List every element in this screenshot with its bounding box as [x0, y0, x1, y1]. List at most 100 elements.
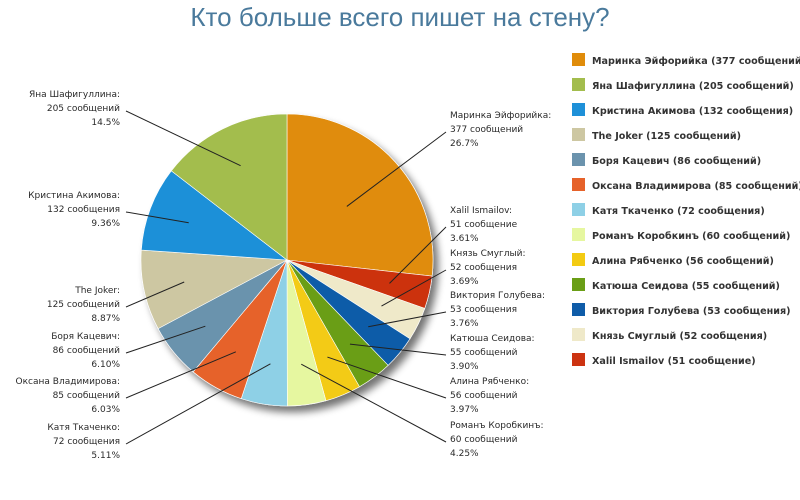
slice-label-percent: 26.7%: [450, 139, 479, 149]
legend-label: Романъ Коробкинъ (60 сообщений): [592, 230, 790, 242]
slice-label-count: 52 сообщения: [450, 263, 517, 273]
legend-label: Оксана Владимирова (85 сообщений): [592, 180, 800, 192]
legend-label: The Joker (125 сообщений): [592, 130, 741, 142]
legend-swatch: [572, 128, 585, 141]
legend-swatch: [572, 253, 585, 266]
slice-label-count: 51 сообщение: [450, 220, 518, 230]
pie-slices: [140, 113, 434, 407]
leader-line: [301, 363, 447, 443]
leader-line: [125, 351, 237, 399]
slice-label: Xalil Ismailov: 51 сообщение 3.61%: [450, 206, 518, 244]
leader-line: [125, 281, 185, 308]
slice-label-count: 56 сообщений: [450, 391, 518, 401]
legend-item: Кристина Акимова (132 сообщения): [572, 103, 793, 117]
slice-label-name: Кристина Акимова:: [28, 191, 120, 201]
slice-label: Катюша Сеидова: 55 сообщений 3.90%: [450, 334, 535, 372]
slice-label-name: Боря Кацевич:: [51, 332, 120, 342]
slice-label-percent: 5.11%: [91, 451, 120, 461]
slice-label: Виктория Голубева: 53 сообщения 3.76%: [450, 291, 545, 329]
legend-item: Романъ Коробкинъ (60 сообщений): [572, 228, 790, 242]
slice-label-count: 55 сообщений: [450, 348, 518, 358]
leader-line: [368, 311, 447, 328]
slice-label-name: Оксана Владимирова:: [16, 377, 120, 387]
slice-label-percent: 3.97%: [450, 405, 479, 415]
leader-line: [349, 343, 447, 356]
slice-label-count: 72 сообщения: [53, 437, 120, 447]
leader-line: [381, 269, 447, 307]
slice-label: Маринка Эйфорийка: 377 сообщений 26.7%: [450, 111, 551, 149]
slice-label-count: 85 сообщений: [53, 391, 121, 401]
leader-line: [125, 363, 271, 445]
slice-label-name: Алина Рябченко:: [450, 377, 529, 387]
slice-label-percent: 4.25%: [450, 449, 479, 459]
legend-item: Боря Кацевич (86 сообщений): [572, 153, 761, 167]
legend-swatch: [572, 178, 585, 191]
slice-label-count: 205 сообщений: [47, 104, 120, 114]
slice-label: Яна Шафигуллина: 205 сообщений 14.5%: [29, 90, 120, 128]
legend-label: Катя Ткаченко (72 сообщения): [592, 205, 765, 217]
slice-label: The Joker: 125 сообщений 8.87%: [47, 286, 121, 324]
slice-label-name: Романъ Коробкинъ:: [450, 421, 544, 431]
slice-label-name: Катюша Сеидова:: [450, 334, 535, 344]
slice-label: Романъ Коробкинъ: 60 сообщений 4.25%: [450, 421, 544, 459]
leader-line: [389, 226, 447, 284]
legend-swatch: [572, 328, 585, 341]
leader-line: [125, 325, 206, 354]
legend-item: The Joker (125 сообщений): [572, 128, 741, 142]
legend-swatch: [572, 228, 585, 241]
slice-label: Князь Смуглый: 52 сообщения 3.69%: [450, 249, 526, 287]
legend-swatch: [572, 103, 585, 116]
leader-line: [125, 110, 241, 167]
legend-label: Виктория Голубева (53 сообщения): [592, 305, 791, 317]
slice-label-percent: 8.87%: [91, 314, 120, 324]
legend-swatch: [572, 53, 585, 66]
slice-label: Катя Ткаченко: 72 сообщения 5.11%: [47, 423, 120, 461]
slice-label-percent: 9.36%: [91, 219, 120, 229]
slice-label: Боря Кацевич: 86 сообщений 6.10%: [51, 332, 120, 370]
slice-label-count: 86 сообщений: [53, 346, 121, 356]
slice-label-name: Xalil Ismailov:: [450, 206, 512, 216]
slice-label-percent: 6.10%: [91, 360, 120, 370]
leader-line: [327, 356, 447, 399]
slice-label-count: 53 сообщения: [450, 305, 517, 315]
legend-swatch: [572, 353, 585, 366]
leader-line: [125, 211, 189, 224]
legend-swatch: [572, 203, 585, 216]
legend-item: Алина Рябченко (56 сообщений): [572, 253, 774, 267]
slice-label-percent: 3.69%: [450, 277, 479, 287]
slice-label-count: 132 сообщения: [47, 205, 120, 215]
legend-item: Xalil Ismailov (51 сообщение): [572, 353, 756, 367]
legend-label: Яна Шафигуллина (205 сообщений): [592, 80, 794, 92]
slice-label: Кристина Акимова: 132 сообщения 9.36%: [28, 191, 120, 229]
legend-item: Князь Смуглый (52 сообщения): [572, 328, 767, 342]
slice-маринка-эйфорийка: [286, 113, 434, 277]
slice-label-name: Маринка Эйфорийка:: [450, 111, 551, 121]
legend-label: Кристина Акимова (132 сообщения): [592, 105, 793, 117]
slice-label-name: The Joker:: [74, 286, 120, 296]
slice-label-percent: 14.5%: [91, 118, 120, 128]
legend-label: Алина Рябченко (56 сообщений): [592, 255, 774, 267]
slice-label-name: Виктория Голубева:: [450, 291, 545, 301]
slice-кристина-акимова: [141, 170, 288, 261]
slice-label: Алина Рябченко: 56 сообщений 3.97%: [450, 377, 529, 415]
legend-swatch: [572, 303, 585, 316]
legend-label: Катюша Сеидова (55 сообщений): [592, 280, 780, 292]
legend-label: Маринка Эйфорийка (377 сообщений): [592, 55, 800, 67]
legend: Маринка Эйфорийка (377 сообщений) Яна Шаф…: [572, 53, 800, 367]
chart-title: Кто больше всего пишет на стену?: [190, 2, 610, 32]
slice-label-percent: 6.03%: [91, 405, 120, 415]
legend-label: Князь Смуглый (52 сообщения): [592, 330, 767, 342]
legend-swatch: [572, 278, 585, 291]
legend-item: Маринка Эйфорийка (377 сообщений): [572, 53, 800, 67]
slice-label-percent: 3.76%: [450, 319, 479, 329]
slice-label-count: 60 сообщений: [450, 435, 518, 445]
slice-label-name: Князь Смуглый:: [450, 249, 526, 259]
slice-labels: Маринка Эйфорийка: 377 сообщений 26.7% Xali…: [16, 90, 552, 461]
legend-label: Xalil Ismailov (51 сообщение): [592, 355, 756, 367]
legend-item: Виктория Голубева (53 сообщения): [572, 303, 791, 317]
slice-label-count: 377 сообщений: [450, 125, 523, 135]
slice-label-name: Катя Ткаченко:: [47, 423, 120, 433]
slice-the-joker: [140, 249, 289, 330]
slice-label-name: Яна Шафигуллина:: [29, 90, 120, 100]
